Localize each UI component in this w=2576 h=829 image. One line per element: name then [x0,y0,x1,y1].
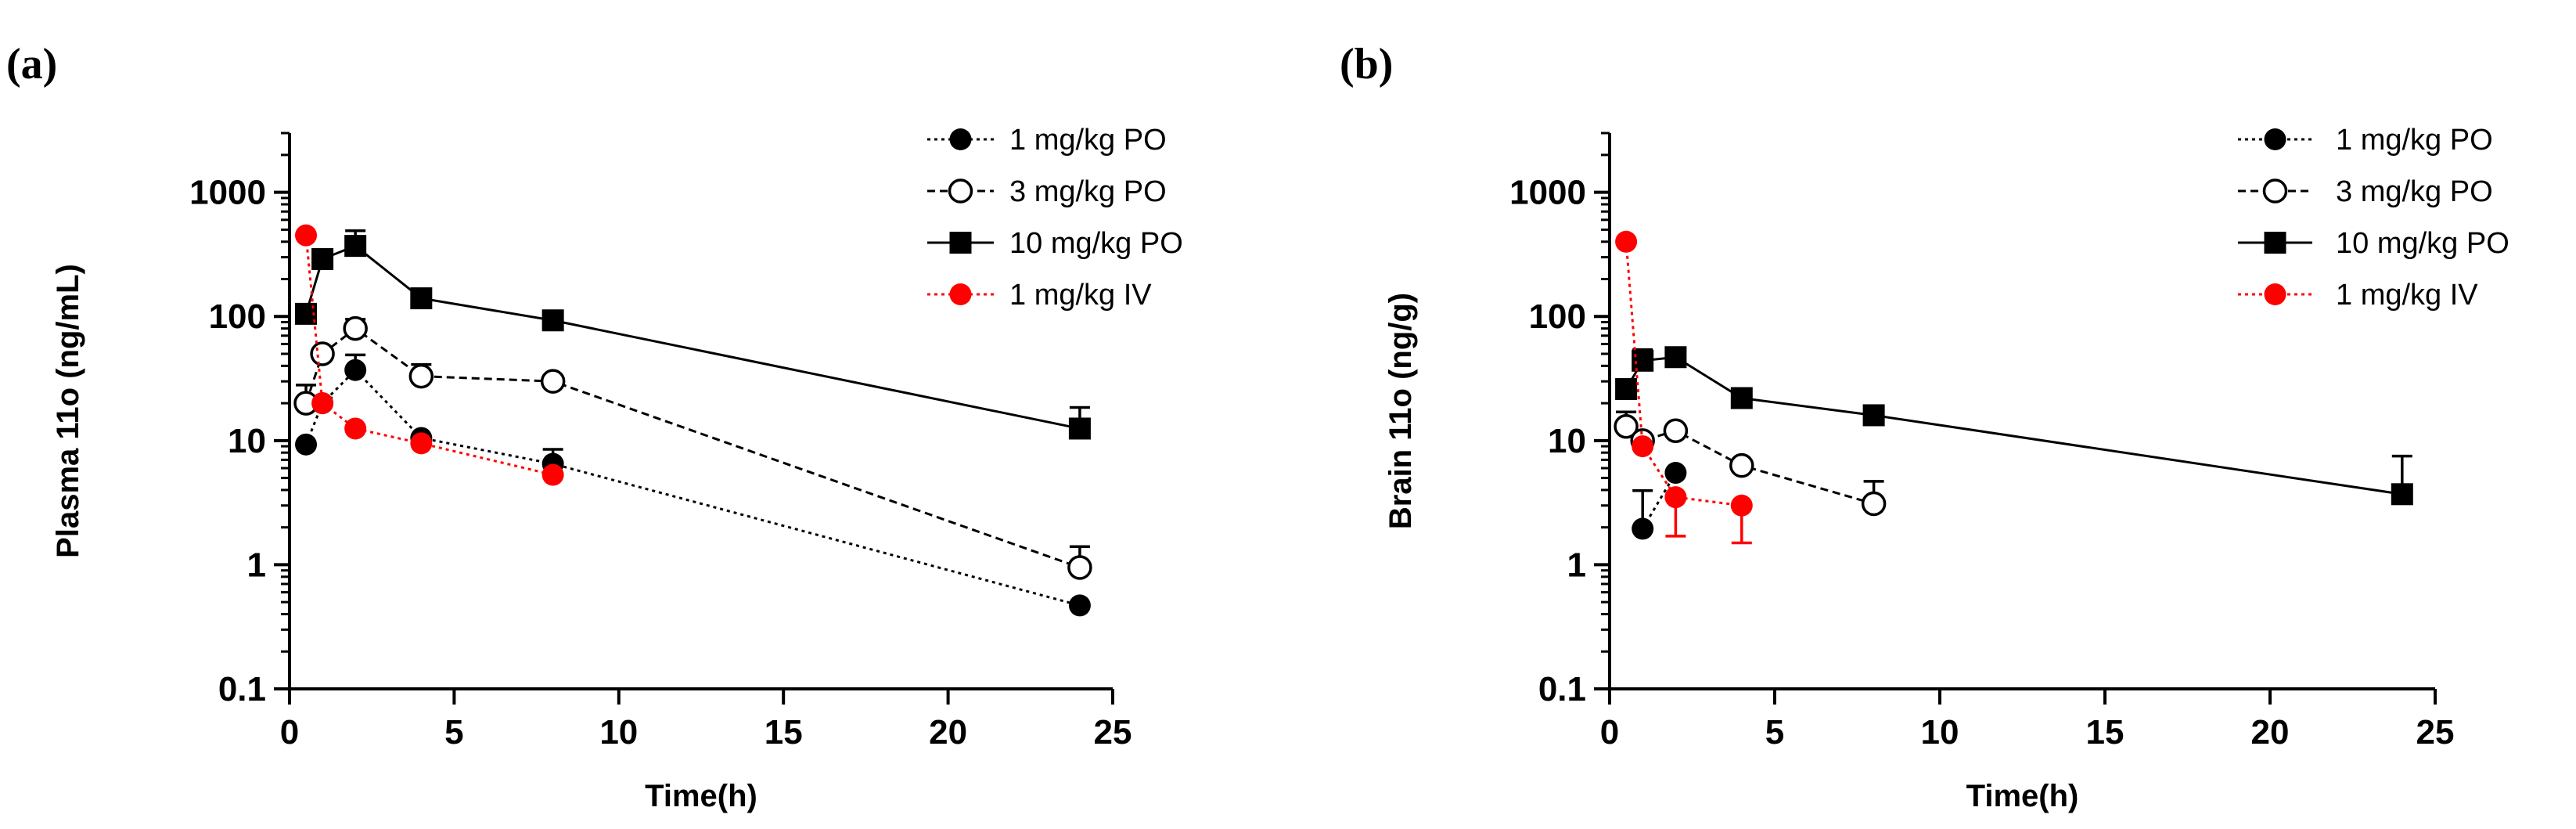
x-tick-label: 0 [1600,713,1619,752]
legend-entry: 1 mg/kg IV [2238,279,2478,312]
legend-entry: 1 mg/kg PO [2238,124,2493,157]
data-point [343,315,368,341]
data-point [1067,555,1092,580]
chart-panel-a: (a) 0.1 1 10 100 1000 0 5 10 15 20 25 Time(h) Plasma … [6,40,1183,813]
data-point [1632,517,1654,540]
data-point [311,392,334,415]
x-tick-label: 5 [444,713,463,752]
y-tick-label: 10 [1548,422,1586,460]
series-1-mg-kg-iv [295,224,564,486]
data-point [1632,435,1654,458]
legend-label: 3 mg/kg PO [1009,175,1167,208]
legend-label: 10 mg/kg PO [2336,227,2509,260]
x-tick-label: 15 [765,713,803,752]
x-tick-label: 20 [2251,713,2290,752]
data-point [1663,418,1689,444]
x-tick-label: 15 [2086,713,2124,752]
x-tick-label: 5 [1765,713,1784,752]
y-tick-label: 0.1 [218,670,266,708]
chart-panel-b: (b) 0.1 1 10 100 1000 0 5 10 15 20 25 Time(h) Brain 1… [1340,40,2509,813]
y-tick-label: 100 [209,297,266,336]
legend-marker [949,283,972,305]
y-tick-label: 1 [247,546,266,584]
data-point [1068,417,1091,440]
data-point [1664,462,1687,485]
series-line [1624,241,1742,507]
legend-label: 1 mg/kg IV [1009,279,1152,312]
data-point [1614,414,1639,439]
data-point [1730,494,1753,517]
legend-label: 1 mg/kg PO [1009,124,1167,157]
data-point [1615,230,1638,253]
legend-marker [949,128,972,150]
data-point [311,247,334,270]
data-point [541,309,564,332]
data-point [344,359,367,381]
x-axis-title: Time(h) [1966,779,2079,813]
series-10-mg-kg-po [295,229,1091,440]
data-point [1615,378,1638,401]
legend-entry: 3 mg/kg PO [2238,175,2493,208]
x-tick-label: 10 [1921,713,1959,752]
legend-label: 3 mg/kg PO [2336,175,2493,208]
y-tick-label: 1000 [1509,174,1586,212]
data-point [1862,404,1885,427]
series-line [304,244,1081,430]
legend-marker [2264,128,2286,150]
series-1-mg-kg-po [1632,462,1687,540]
x-tick-label: 20 [929,713,967,752]
series-10-mg-kg-po [1615,346,2413,506]
data-point [410,287,433,310]
y-tick-label: 0.1 [1538,670,1586,708]
data-point [295,433,318,456]
y-tick-label: 10 [228,422,266,460]
data-point [310,341,335,366]
y-tick-label: 1000 [189,174,266,212]
y-tick-label: 100 [1529,297,1586,336]
x-tick-label: 25 [2416,713,2455,752]
y-axis-title: Brain 11o (ng/g) [1383,293,1418,529]
data-point [541,463,564,486]
data-point [344,417,367,440]
legend-label: 1 mg/kg IV [2336,279,2478,312]
data-point [1664,346,1687,369]
panel-label: (a) [6,40,57,88]
series-1-mg-kg-po [295,353,1091,617]
data-point [1632,349,1654,372]
data-point [1664,486,1687,509]
data-point [410,432,433,455]
legend-entry: 10 mg/kg PO [927,227,1183,260]
legend-marker [948,178,973,204]
data-point [1068,594,1091,617]
legend-entry: 1 mg/kg IV [927,279,1152,312]
data-point [540,369,566,394]
data-point [344,235,367,258]
x-tick-label: 10 [599,713,638,752]
legend-marker [2264,232,2286,254]
data-point [1861,491,1887,517]
data-point [1730,387,1753,409]
legend-label: 10 mg/kg PO [1009,227,1183,260]
data-point [1729,452,1754,478]
legend-marker [949,232,972,254]
data-point [295,224,318,247]
x-tick-label: 25 [1094,713,1132,752]
legend-entry: 10 mg/kg PO [2238,227,2509,260]
panel-label: (b) [1340,40,1393,88]
y-tick-label: 1 [1567,546,1586,584]
series-1-mg-kg-iv [1615,230,1753,545]
series-3-mg-kg-po [293,315,1092,580]
x-axis-title: Time(h) [645,779,757,813]
legend-entry: 1 mg/kg PO [927,124,1167,157]
legend-label: 1 mg/kg PO [2336,124,2493,157]
x-tick-label: 0 [280,713,299,752]
legend-entry: 3 mg/kg PO [927,175,1167,208]
y-axis-title: Plasma 11o (ng/mL) [51,264,85,558]
data-point [408,363,434,389]
legend-marker [2262,178,2288,204]
legend-marker [2264,283,2286,305]
data-point [2391,483,2413,506]
